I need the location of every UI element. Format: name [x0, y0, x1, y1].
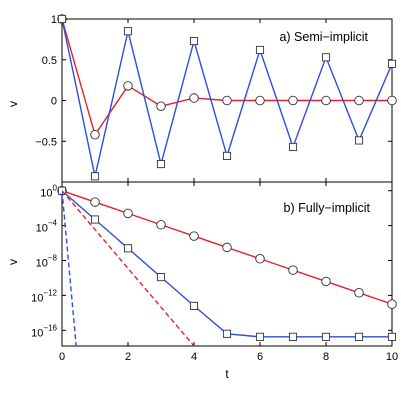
circle-marker [354, 95, 364, 106]
x-tick-label: 4 [191, 351, 197, 363]
circle-marker [321, 276, 331, 287]
square-marker [387, 332, 397, 341]
x-tick-label: 0 [59, 351, 65, 363]
square-marker [354, 136, 364, 145]
square-marker [222, 329, 232, 338]
y-tick-label: 10−8 [36, 254, 58, 270]
y-tick-label: 10−16 [31, 323, 57, 339]
circle-marker [222, 242, 232, 253]
panel-a-series [57, 14, 397, 181]
y-tick-label: 100 [40, 184, 57, 200]
y-tick-label-base: 10 [40, 188, 52, 200]
y-tick-label-exponent: 0 [53, 184, 58, 193]
panel-a-ticks: 1 0.5 0 −0.5 [35, 14, 393, 182]
circle-marker [156, 101, 166, 111]
x-axis-label: t [225, 367, 229, 381]
y-tick-label: 1 [51, 14, 57, 26]
square-marker [123, 27, 133, 36]
square-marker [255, 45, 265, 55]
panel-b-title: b) Fully−implicit [284, 201, 371, 215]
y-tick-label: 0.5 [42, 55, 57, 67]
x-tick-label: 8 [323, 351, 329, 363]
y-tick-label: 10−12 [31, 288, 57, 304]
y-tick-label-base: 10 [36, 223, 48, 235]
circle-marker [189, 231, 199, 241]
square-marker [90, 215, 100, 224]
y-tick-label: −0.5 [35, 136, 57, 148]
panel-b-ylabel: v [6, 259, 20, 265]
y-tick-label-exponent: −4 [48, 219, 58, 228]
circle-marker [288, 95, 298, 106]
panel-a-semi-implicit: 1 0.5 0 −0.5 a) Semi−implicit v [6, 14, 397, 183]
circle-marker [90, 129, 100, 140]
circle-marker [156, 219, 166, 230]
square-marker [354, 332, 364, 341]
y-tick-label-base: 10 [31, 292, 43, 304]
x-tick-label: 2 [125, 351, 131, 363]
circle-marker [189, 93, 199, 103]
y-tick-label-exponent: −16 [43, 323, 57, 332]
circle-marker [255, 95, 265, 106]
y-tick-label-exponent: −8 [48, 254, 58, 263]
square-marker [255, 332, 265, 341]
y-tick-label-base: 10 [31, 327, 43, 339]
square-marker [90, 172, 100, 181]
square-marker [57, 14, 67, 24]
panel-b-series [57, 185, 397, 346]
square-marker [321, 332, 331, 341]
square-marker [288, 142, 298, 152]
y-tick-label: 0 [51, 96, 57, 108]
circle-marker [387, 95, 397, 106]
square-marker [123, 244, 133, 253]
y-tick-label-exponent: −12 [43, 288, 57, 297]
y-tick-label-base: 10 [36, 258, 48, 270]
square-marker [387, 59, 397, 68]
square-marker [156, 273, 166, 282]
square-marker [222, 151, 232, 160]
square-marker [156, 160, 166, 169]
circle-marker [123, 81, 133, 91]
y-tick-label: 10−4 [36, 219, 58, 235]
circle-marker [288, 265, 298, 275]
x-tick-label: 10 [386, 351, 398, 363]
circle-marker [222, 95, 232, 106]
panel-a-ylabel: v [6, 101, 20, 107]
x-tick-label: 6 [257, 351, 263, 363]
circle-marker [321, 95, 331, 106]
circle-marker [354, 288, 364, 298]
square-marker [189, 36, 199, 46]
series-line-3 [62, 190, 195, 346]
circle-marker [123, 208, 133, 219]
series-line-4 [62, 190, 77, 346]
circle-marker [255, 254, 265, 264]
circle-marker [387, 299, 397, 309]
square-marker [189, 301, 199, 310]
panel-a-title: a) Semi−implicit [279, 30, 368, 44]
square-marker [321, 53, 331, 62]
panel-b-frame [61, 181, 393, 347]
square-marker [288, 332, 298, 341]
circle-marker [90, 197, 100, 207]
